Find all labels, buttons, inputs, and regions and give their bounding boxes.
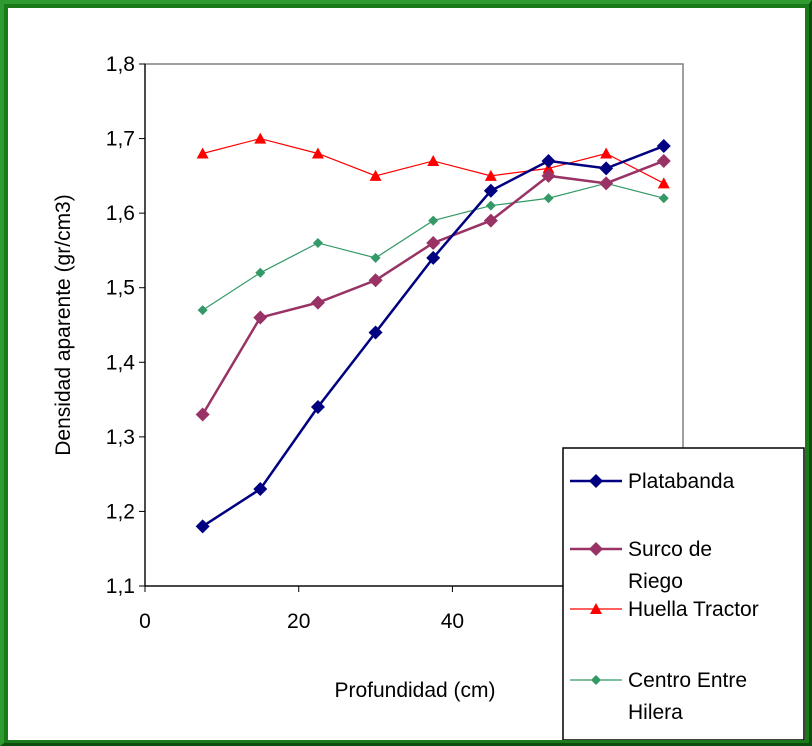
legend-label: Platabanda xyxy=(628,470,735,493)
legend-entry: Centro Entre Hilera xyxy=(570,669,747,724)
data-point xyxy=(196,147,209,159)
data-point xyxy=(657,177,670,189)
data-point xyxy=(483,183,498,198)
y-tick-label: 1,1 xyxy=(106,575,135,598)
legend: Platabanda Surco de Riego Huella Tractor Cen… xyxy=(562,447,805,740)
legend-entry: Huella Tractor xyxy=(570,598,759,621)
legend-swatch-marker xyxy=(589,474,603,488)
x-tick-label: 40 xyxy=(441,610,464,633)
data-point xyxy=(599,176,614,191)
data-point xyxy=(483,213,498,228)
data-point xyxy=(311,147,324,159)
data-point xyxy=(485,200,496,211)
data-point xyxy=(368,325,383,340)
y-tick-label: 1,5 xyxy=(106,277,135,300)
data-point xyxy=(656,153,671,168)
y-tick-label: 1,8 xyxy=(106,53,135,76)
data-point xyxy=(369,169,382,181)
data-point xyxy=(195,407,210,422)
y-tick-label: 1,3 xyxy=(106,426,135,449)
data-point xyxy=(254,132,267,144)
x-tick-label: 20 xyxy=(287,610,310,633)
data-point xyxy=(658,193,669,204)
legend-entry: Platabanda xyxy=(570,470,735,493)
legend-box xyxy=(562,447,805,740)
data-point xyxy=(368,273,383,288)
data-point xyxy=(543,193,554,204)
legend-swatch-marker xyxy=(589,542,603,556)
legend-label: Huella Tractor xyxy=(628,598,759,621)
data-point xyxy=(599,161,614,176)
data-point xyxy=(428,215,439,226)
y-tick-label: 1,7 xyxy=(106,128,135,151)
y-axis-label: Densidad aparente (gr/cm3) xyxy=(52,194,75,455)
data-point xyxy=(426,235,441,250)
x-axis-label: Profundidad (cm) xyxy=(334,679,495,702)
y-tick-label: 1,4 xyxy=(106,351,136,374)
series-huella-tractor xyxy=(196,132,670,189)
data-point xyxy=(541,153,556,168)
data-point xyxy=(427,154,440,166)
data-point xyxy=(310,295,325,310)
y-tick-label: 1,6 xyxy=(106,202,135,225)
data-point xyxy=(195,519,210,534)
data-point xyxy=(310,400,325,415)
chart-panel: 1,11,21,31,41,51,61,71,80204060 Densidad… xyxy=(8,8,805,740)
data-point xyxy=(656,139,671,154)
data-point xyxy=(370,252,381,263)
x-tick-label: 0 xyxy=(139,610,151,633)
legend-swatch-marker xyxy=(591,675,601,685)
legend-swatch-marker xyxy=(590,603,602,614)
y-tick-label: 1,2 xyxy=(106,500,135,523)
data-point xyxy=(197,305,208,316)
data-point xyxy=(312,237,323,248)
line-chart: 1,11,21,31,41,51,61,71,80204060 Densidad… xyxy=(52,53,805,740)
legend-entry: Surco de Riego xyxy=(570,538,712,593)
series-surco-de-riego xyxy=(195,153,671,422)
legend-label: Centro Entre Hilera xyxy=(628,669,747,724)
data-point xyxy=(426,250,441,265)
data-point xyxy=(600,147,613,159)
data-point xyxy=(541,168,556,183)
data-point xyxy=(484,169,497,181)
legend-label: Surco de Riego xyxy=(628,538,712,593)
